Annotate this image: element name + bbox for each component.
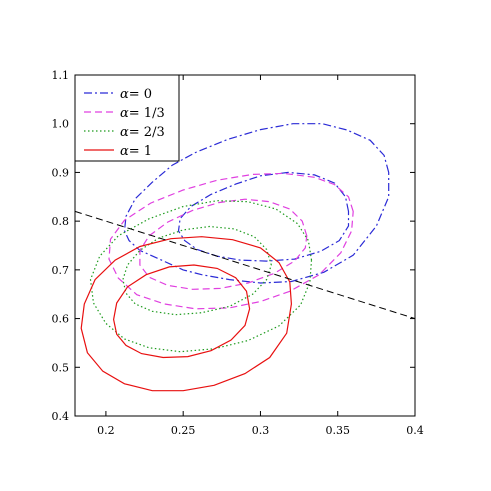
series-3-contour-outer <box>80 236 293 392</box>
series-1-contour-outer <box>108 172 354 310</box>
legend-label-3: α= 1 <box>120 144 152 159</box>
y-tick-label: 0.6 <box>52 313 70 326</box>
legend-label-2: α= 2/3 <box>120 125 165 140</box>
axis-ticks-layer: 0.2 0.25 0.3 0.35 0.4 0.4 0.5 0.6 0.7 0.8 0.9 1.0 1.… <box>52 69 424 437</box>
legend-label-1: α= 1/3 <box>120 106 165 121</box>
series-2-contour-outer <box>89 200 313 353</box>
legend-label-0: α= 0 <box>120 87 152 102</box>
y-tick-label: 1.1 <box>52 69 70 82</box>
reference-line <box>74 210 416 320</box>
y-tick-label: 0.8 <box>52 215 70 228</box>
legend-value: = 0 <box>129 87 152 102</box>
y-tick-label: 0.4 <box>52 410 70 423</box>
series-0-contour-outer <box>123 123 390 284</box>
series-0-contour-inner <box>177 171 350 262</box>
legend-symbol: α <box>120 125 129 140</box>
legend-symbol: α <box>120 87 129 102</box>
legend-value: = 2/3 <box>129 125 165 140</box>
y-tick-label: 0.7 <box>52 264 70 277</box>
series-3-contour-inner <box>112 264 251 359</box>
legend-value: = 1/3 <box>129 106 165 121</box>
legend-box <box>74 74 180 162</box>
legend-value: = 1 <box>129 144 152 159</box>
series-1-contour-inner <box>139 198 308 290</box>
legend-symbol: α <box>120 106 129 121</box>
x-tick-label: 0.4 <box>406 424 424 437</box>
y-tick-label: 0.9 <box>52 166 70 179</box>
legend: α= 0α= 1/3α= 2/3α= 1 <box>74 74 180 162</box>
y-tick-label: 1.0 <box>52 118 70 131</box>
y-tick-label: 0.5 <box>52 361 70 374</box>
plot-frame <box>74 74 416 417</box>
x-tick-label: 0.3 <box>252 424 270 437</box>
x-tick-label: 0.35 <box>325 424 350 437</box>
reference-line-layer <box>74 210 416 320</box>
x-tick-label: 0.2 <box>97 424 115 437</box>
x-tick-label: 0.25 <box>171 424 196 437</box>
legend-symbol: α <box>120 144 129 159</box>
contours-layer <box>80 123 390 392</box>
